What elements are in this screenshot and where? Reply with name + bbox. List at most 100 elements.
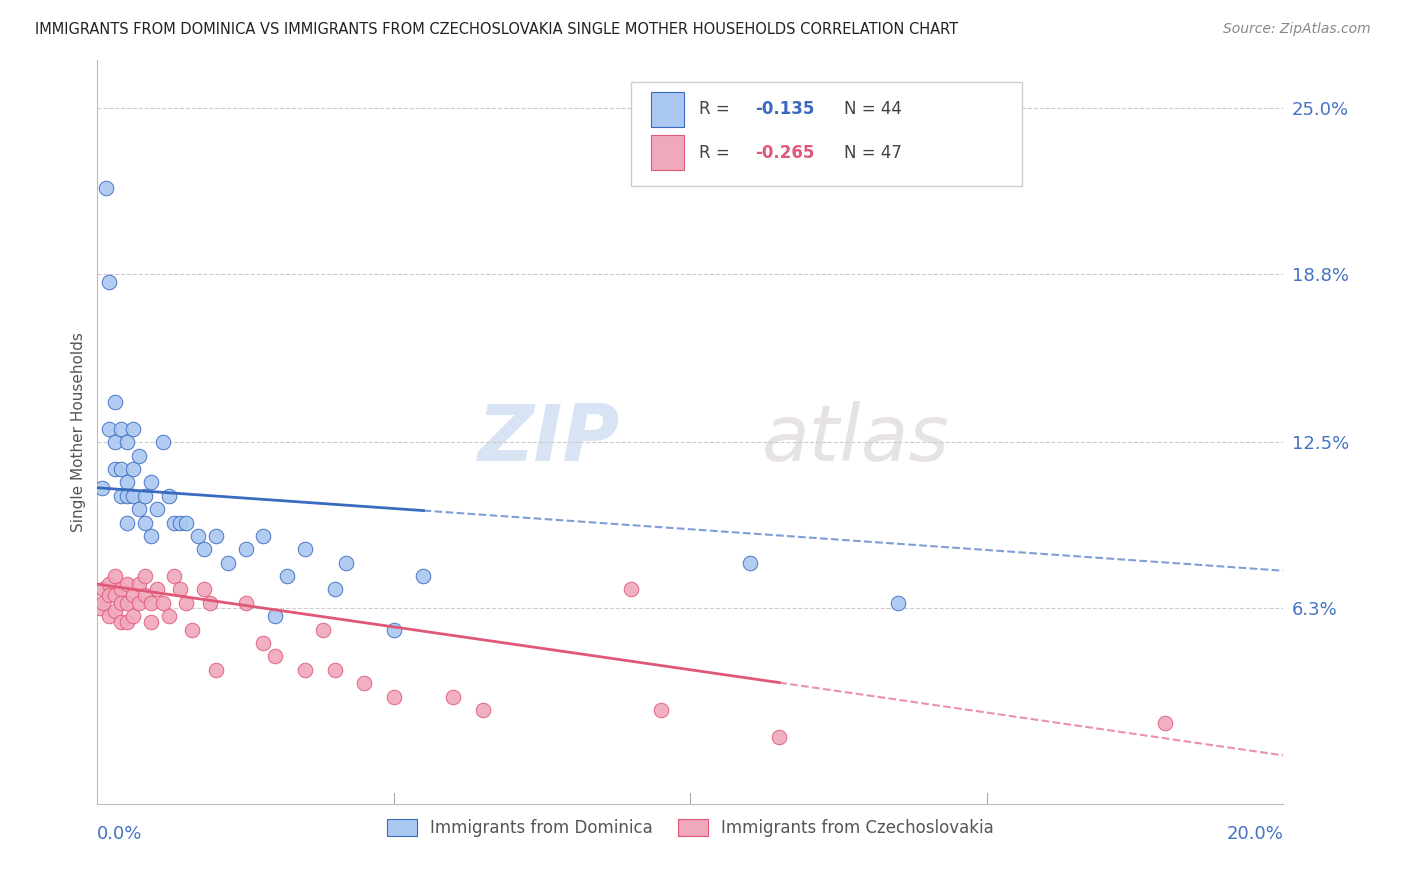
Point	[738, 556, 761, 570]
Point	[163, 516, 186, 530]
Point	[1153, 716, 1175, 731]
Point	[205, 663, 228, 677]
Bar	[651, 92, 685, 128]
Point	[264, 609, 287, 624]
Point	[128, 577, 150, 591]
Text: atlas: atlas	[762, 401, 949, 477]
Point	[134, 516, 156, 530]
Point	[887, 596, 910, 610]
Point	[91, 596, 114, 610]
Point	[441, 690, 464, 704]
Point	[115, 435, 138, 450]
Point	[157, 609, 180, 624]
Point	[193, 542, 215, 557]
Point	[115, 596, 138, 610]
Point	[412, 569, 434, 583]
Point	[145, 502, 167, 516]
Point	[104, 462, 127, 476]
Point	[139, 596, 162, 610]
Point	[163, 569, 186, 583]
Point	[128, 449, 150, 463]
Point	[122, 588, 145, 602]
Point	[139, 615, 162, 629]
Point	[115, 516, 138, 530]
Point	[139, 529, 162, 543]
Point	[122, 609, 145, 624]
Point	[98, 422, 121, 436]
Point	[264, 649, 287, 664]
Point	[323, 582, 346, 597]
Point	[98, 588, 121, 602]
Point	[620, 582, 643, 597]
Text: R =: R =	[699, 144, 734, 161]
Text: 0.0%: 0.0%	[97, 825, 143, 843]
Point	[110, 582, 132, 597]
Point	[91, 582, 114, 597]
Point	[104, 395, 127, 409]
Point	[152, 596, 174, 610]
Point	[115, 615, 138, 629]
Point	[353, 676, 375, 690]
Point	[193, 582, 215, 597]
Point	[134, 489, 156, 503]
Point	[382, 623, 405, 637]
Point	[122, 422, 145, 436]
Point	[115, 577, 138, 591]
Point	[198, 596, 221, 610]
Point	[294, 542, 316, 557]
FancyBboxPatch shape	[631, 82, 1022, 186]
Point	[650, 703, 672, 717]
Point	[235, 596, 257, 610]
Y-axis label: Single Mother Households: Single Mother Households	[72, 332, 86, 532]
Point	[104, 569, 127, 583]
Text: IMMIGRANTS FROM DOMINICA VS IMMIGRANTS FROM CZECHOSLOVAKIA SINGLE MOTHER HOUSEHO: IMMIGRANTS FROM DOMINICA VS IMMIGRANTS F…	[35, 22, 959, 37]
Bar	[651, 135, 685, 170]
Point	[128, 596, 150, 610]
Point	[128, 502, 150, 516]
Point	[104, 604, 127, 618]
Point	[122, 489, 145, 503]
Point	[294, 663, 316, 677]
Point	[110, 462, 132, 476]
Point	[110, 422, 132, 436]
Point	[382, 690, 405, 704]
Point	[768, 730, 790, 744]
Point	[134, 569, 156, 583]
Text: R =: R =	[699, 101, 734, 119]
Point	[104, 588, 127, 602]
Point	[152, 435, 174, 450]
Point	[115, 489, 138, 503]
Text: 20.0%: 20.0%	[1226, 825, 1284, 843]
Point	[122, 462, 145, 476]
Text: ZIP: ZIP	[477, 401, 619, 477]
Point	[276, 569, 298, 583]
Point	[323, 663, 346, 677]
Text: N = 44: N = 44	[845, 101, 903, 119]
Text: -0.265: -0.265	[755, 144, 815, 161]
Point	[252, 636, 274, 650]
Text: -0.135: -0.135	[755, 101, 815, 119]
Point	[96, 181, 118, 195]
Point	[139, 475, 162, 490]
Point	[91, 481, 114, 495]
Point	[181, 623, 204, 637]
Point	[98, 577, 121, 591]
Point	[217, 556, 239, 570]
Point	[174, 516, 197, 530]
Legend: Immigrants from Dominica, Immigrants from Czechoslovakia: Immigrants from Dominica, Immigrants fro…	[380, 812, 1001, 844]
Point	[187, 529, 209, 543]
Point	[110, 615, 132, 629]
Point	[169, 516, 191, 530]
Point	[115, 475, 138, 490]
Point	[98, 609, 121, 624]
Point	[174, 596, 197, 610]
Point	[471, 703, 494, 717]
Point	[98, 275, 121, 289]
Point	[169, 582, 191, 597]
Point	[311, 623, 333, 637]
Point	[145, 582, 167, 597]
Point	[89, 601, 111, 615]
Text: N = 47: N = 47	[845, 144, 903, 161]
Text: Source: ZipAtlas.com: Source: ZipAtlas.com	[1223, 22, 1371, 37]
Point	[110, 489, 132, 503]
